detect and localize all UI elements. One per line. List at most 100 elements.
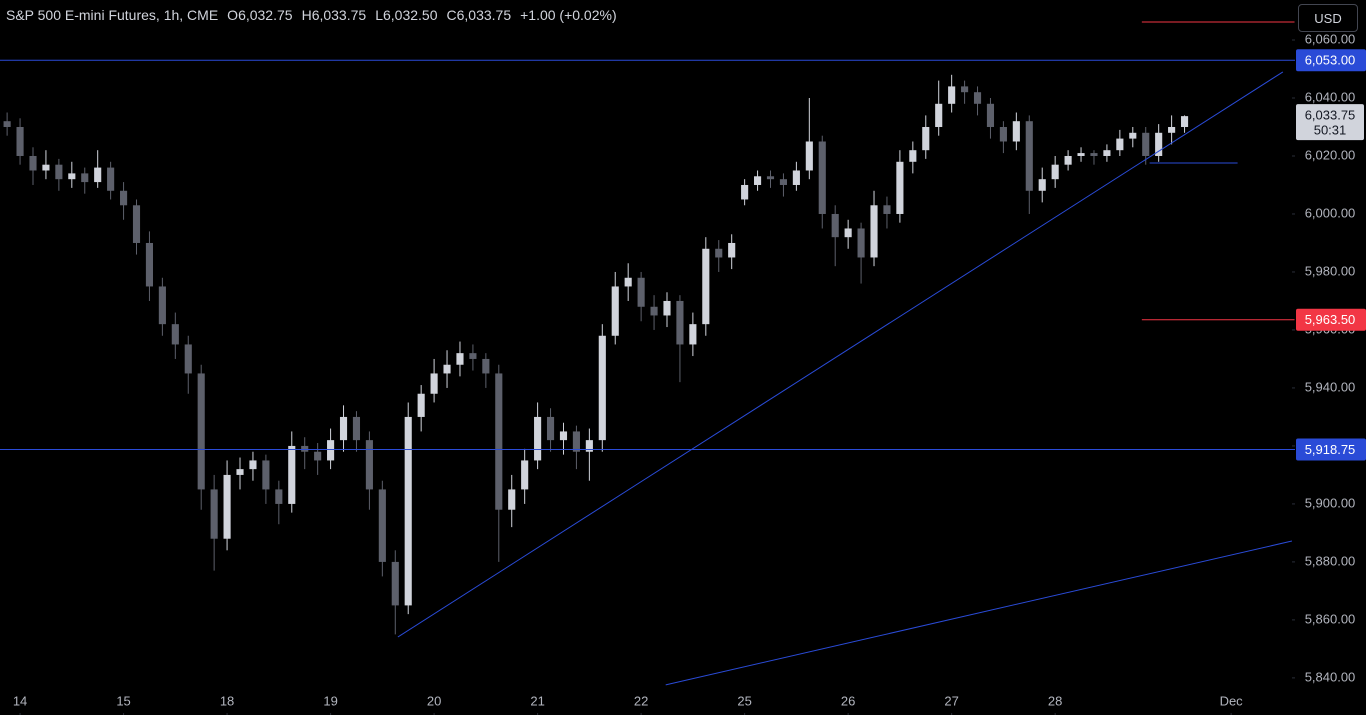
last-price-badge	[1296, 104, 1364, 141]
ohlc-value: 6,033.75	[311, 7, 367, 23]
candle-body	[754, 176, 762, 185]
candle-body	[1180, 116, 1189, 127]
y-tick-label: 5,940.00	[1305, 379, 1356, 394]
candle-body	[598, 335, 606, 441]
ohlc-key: H	[301, 7, 312, 23]
level-label: 5,918.75	[1305, 442, 1356, 457]
ohlc-value: 6,033.75	[456, 7, 512, 23]
candle-body	[16, 126, 24, 156]
x-tick-label: 14	[13, 693, 27, 708]
candle-body	[352, 416, 361, 441]
trendline	[397, 71, 1284, 638]
candle-body	[857, 228, 865, 258]
x-tick-label: Dec	[1220, 693, 1244, 708]
candle-body	[404, 416, 412, 606]
candle-body	[1103, 150, 1111, 156]
candle-body	[961, 86, 969, 93]
candle-body	[1155, 132, 1163, 156]
y-tick-label: 5,980.00	[1305, 263, 1356, 278]
candle-body	[1025, 121, 1033, 191]
candle-body	[3, 121, 11, 127]
candle-body	[210, 489, 218, 539]
candle-body	[1064, 155, 1072, 165]
candle-body	[365, 440, 373, 490]
trendline	[665, 540, 1293, 686]
x-tick-label: 21	[530, 693, 544, 708]
candle-body	[145, 242, 154, 287]
candle-body	[1051, 164, 1059, 180]
candle-body	[42, 164, 50, 171]
ohlc-value: 6,032.50	[382, 7, 438, 23]
candle-body	[81, 173, 89, 183]
candle-body	[805, 141, 813, 171]
candle-body	[275, 489, 283, 504]
candle-body	[546, 416, 555, 441]
candle-body	[702, 248, 710, 325]
ohlc-item: H6,033.75	[302, 7, 367, 23]
level-badge	[1296, 308, 1366, 331]
level-badge	[1296, 49, 1366, 72]
candle-body	[935, 103, 943, 127]
level-label: 5,963.50	[1305, 312, 1356, 327]
currency-button[interactable]: USD	[1298, 4, 1358, 32]
ohlc-item: O6,032.75	[227, 7, 292, 23]
candle-body	[766, 176, 775, 180]
candle-body	[184, 344, 192, 374]
candle-body	[1142, 132, 1150, 156]
x-tick-label: 20	[427, 693, 441, 708]
last-price-label: 6,033.75	[1305, 108, 1356, 123]
candle-body	[676, 300, 684, 345]
candle-body	[1077, 153, 1085, 156]
candle-body	[314, 451, 322, 461]
candle-body	[443, 364, 451, 374]
candle-body	[792, 170, 800, 185]
candle-body	[327, 440, 335, 461]
candle-body	[973, 92, 982, 104]
candle-body	[521, 460, 529, 490]
x-tick-label: 26	[841, 693, 855, 708]
candle-body	[883, 205, 891, 214]
y-tick-label: 6,040.00	[1305, 89, 1356, 104]
x-tick-label: 25	[737, 693, 751, 708]
candle-body	[508, 489, 516, 510]
symbol-title: S&P 500 E-mini Futures, 1h, CME	[6, 7, 219, 23]
candle-body	[68, 173, 76, 180]
ohlc-key: L	[375, 7, 383, 23]
candle-body	[728, 242, 736, 258]
candle-body	[986, 103, 995, 127]
ohlc-item: L6,032.50	[375, 7, 437, 23]
candle-body	[391, 561, 399, 606]
candle-body	[948, 86, 956, 104]
ohlc-item: C6,033.75	[446, 7, 511, 23]
candle-body	[741, 184, 749, 200]
ohlc-key: O	[227, 7, 239, 23]
candle-body	[1129, 132, 1137, 139]
candle-body	[55, 164, 63, 180]
candle-body	[262, 460, 270, 490]
candle-body	[559, 431, 568, 441]
y-tick-label: 5,880.00	[1305, 553, 1356, 568]
candle-body	[844, 228, 852, 238]
candle-body	[831, 213, 839, 238]
x-tick-label: 19	[323, 693, 337, 708]
candle-body	[1090, 153, 1098, 156]
candle-body	[339, 416, 348, 441]
candle-body	[1012, 121, 1020, 142]
y-tick-label: 6,020.00	[1305, 147, 1356, 162]
ohlc-value: 6,032.75	[238, 7, 293, 23]
x-tick-label: 22	[634, 693, 648, 708]
candle-body	[572, 431, 580, 452]
candle-body	[909, 150, 917, 162]
candle-body	[107, 167, 115, 191]
candle-body	[922, 126, 930, 151]
y-tick-label: 6,000.00	[1305, 205, 1356, 220]
candle-body	[249, 460, 257, 470]
y-tick-label: 6,060.00	[1305, 31, 1356, 46]
candle-body	[158, 286, 166, 325]
candle-body	[1168, 126, 1176, 133]
candle-body	[689, 324, 697, 345]
candle-body	[94, 167, 102, 183]
candle-body	[171, 324, 179, 345]
x-tick-label: 27	[944, 693, 958, 708]
